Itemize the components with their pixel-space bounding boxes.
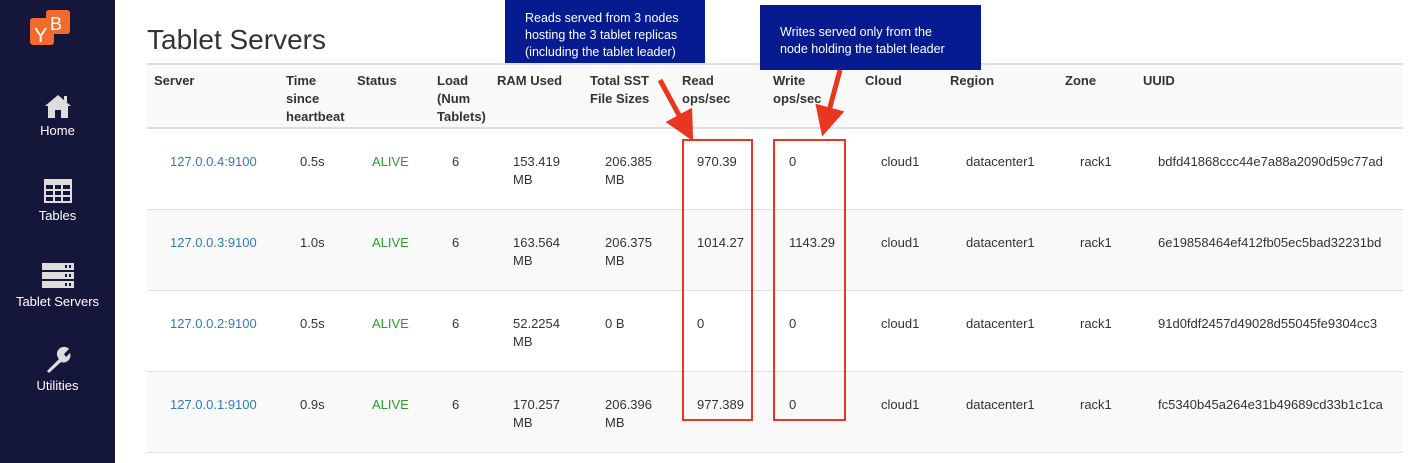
column-header: Zone bbox=[1065, 73, 1097, 88]
cloud: cloud1 bbox=[881, 316, 920, 331]
write-ops: 1143.29 bbox=[789, 235, 836, 250]
column-header: Time since heartbeat bbox=[286, 73, 345, 124]
reads-callout: Reads served from 3 nodes hosting the 3 … bbox=[505, 0, 705, 63]
zone: rack1 bbox=[1080, 397, 1112, 412]
uuid: 6e19858464ef412fb05ec5bad32231bd bbox=[1158, 235, 1382, 250]
sst-size: 0 B bbox=[605, 316, 625, 331]
sidebar-item-tablet-servers[interactable]: Tablet Servers bbox=[0, 262, 115, 309]
heartbeat-time: 0.5s bbox=[300, 316, 325, 331]
load: 6 bbox=[452, 397, 460, 412]
column-header: Server bbox=[154, 73, 195, 88]
cloud: cloud1 bbox=[881, 397, 920, 412]
server-link[interactable]: 127.0.0.4:9100 bbox=[170, 154, 257, 169]
column-header: Region bbox=[950, 73, 995, 88]
svg-text:B: B bbox=[50, 14, 62, 34]
column-header: Load (Num Tablets) bbox=[437, 73, 486, 124]
sidebar-item-utilities[interactable]: Utilities bbox=[0, 346, 115, 393]
column-header: Total SST File Sizes bbox=[590, 73, 650, 106]
sidebar-item-label: Tables bbox=[38, 208, 77, 223]
read-ops: 977.389 bbox=[697, 397, 744, 412]
table-row: 127.0.0.4:9100 0.5s ALIVE 6 153.419 MB 206.38… bbox=[147, 129, 1403, 210]
uuid: bdfd41868ccc44e7a88a2090d59c77ad bbox=[1158, 154, 1383, 169]
zone: rack1 bbox=[1080, 316, 1112, 331]
sidebar-item-label: Utilities bbox=[36, 378, 79, 393]
write-ops: 0 bbox=[789, 316, 797, 331]
uuid: fc5340b45a264e31b49689cd33b1c1ca bbox=[1158, 397, 1383, 412]
table-row: 127.0.0.1:9100 0.9s ALIVE 6 170.257 MB 206.39… bbox=[147, 372, 1403, 453]
table-icon bbox=[43, 179, 72, 203]
column-header: Read ops/sec bbox=[682, 73, 731, 106]
column-header: Write ops/sec bbox=[773, 73, 822, 106]
table-row: 127.0.0.2:9100 0.5s ALIVE 6 52.2254 MB 0 B 0 0 c… bbox=[147, 291, 1403, 372]
server-link[interactable]: 127.0.0.3:9100 bbox=[170, 235, 257, 250]
write-ops: 0 bbox=[789, 397, 797, 412]
status: ALIVE bbox=[372, 235, 409, 250]
heartbeat-time: 0.9s bbox=[300, 397, 325, 412]
yugabyte-logo[interactable]: Y B bbox=[30, 10, 70, 45]
read-ops: 970.39 bbox=[697, 154, 737, 169]
writes-callout: Writes served only from the node holding… bbox=[760, 5, 981, 70]
ram-used: 163.564 MB bbox=[513, 235, 560, 268]
load: 6 bbox=[452, 154, 460, 169]
column-header: RAM Used bbox=[497, 73, 563, 88]
sidebar-item-label: Home bbox=[40, 123, 75, 138]
sidebar: Y B Home Tables Tablet Servers Utilities bbox=[0, 0, 115, 463]
server-icon bbox=[41, 263, 74, 288]
ram-used: 52.2254 MB bbox=[513, 316, 560, 349]
status: ALIVE bbox=[372, 154, 409, 169]
write-ops: 0 bbox=[789, 154, 797, 169]
cloud: cloud1 bbox=[881, 154, 920, 169]
sst-size: 206.396 MB bbox=[605, 397, 652, 430]
server-link[interactable]: 127.0.0.2:9100 bbox=[170, 316, 257, 331]
table-header: Server Time since heartbeat Status Load … bbox=[147, 63, 1403, 129]
status: ALIVE bbox=[372, 316, 409, 331]
status: ALIVE bbox=[372, 397, 409, 412]
sidebar-item-tables[interactable]: Tables bbox=[0, 178, 115, 223]
read-ops: 1014.27 bbox=[697, 235, 744, 250]
tablet-servers-table: Server Time since heartbeat Status Load … bbox=[147, 63, 1403, 453]
home-icon bbox=[44, 95, 71, 118]
write-ops-highlight bbox=[773, 139, 846, 421]
read-ops: 0 bbox=[697, 316, 705, 331]
region: datacenter1 bbox=[966, 397, 1035, 412]
load: 6 bbox=[452, 316, 460, 331]
server-link[interactable]: 127.0.0.1:9100 bbox=[170, 397, 257, 412]
column-header: Status bbox=[357, 73, 397, 88]
page-title: Tablet Servers bbox=[147, 24, 326, 55]
svg-text:Y: Y bbox=[34, 25, 47, 45]
region: datacenter1 bbox=[966, 154, 1035, 169]
load: 6 bbox=[452, 235, 460, 250]
table-row: 127.0.0.3:9100 1.0s ALIVE 6 163.564 MB 206.37… bbox=[147, 210, 1403, 291]
sidebar-item-home[interactable]: Home bbox=[0, 93, 115, 138]
zone: rack1 bbox=[1080, 235, 1112, 250]
ram-used: 153.419 MB bbox=[513, 154, 560, 187]
read-ops-highlight bbox=[682, 139, 753, 421]
ram-used: 170.257 MB bbox=[513, 397, 560, 430]
heartbeat-time: 0.5s bbox=[300, 154, 325, 169]
region: datacenter1 bbox=[966, 316, 1035, 331]
column-header: UUID bbox=[1143, 73, 1175, 88]
region: datacenter1 bbox=[966, 235, 1035, 250]
heartbeat-time: 1.0s bbox=[300, 235, 325, 250]
wrench-icon bbox=[46, 346, 70, 373]
sidebar-item-label: Tablet Servers bbox=[15, 294, 100, 309]
sst-size: 206.375 MB bbox=[605, 235, 652, 268]
zone: rack1 bbox=[1080, 154, 1112, 169]
uuid: 91d0fdf2457d49028d55045fe9304cc3 bbox=[1158, 316, 1378, 331]
sst-size: 206.385 MB bbox=[605, 154, 652, 187]
column-header: Cloud bbox=[865, 73, 902, 88]
cloud: cloud1 bbox=[881, 235, 920, 250]
